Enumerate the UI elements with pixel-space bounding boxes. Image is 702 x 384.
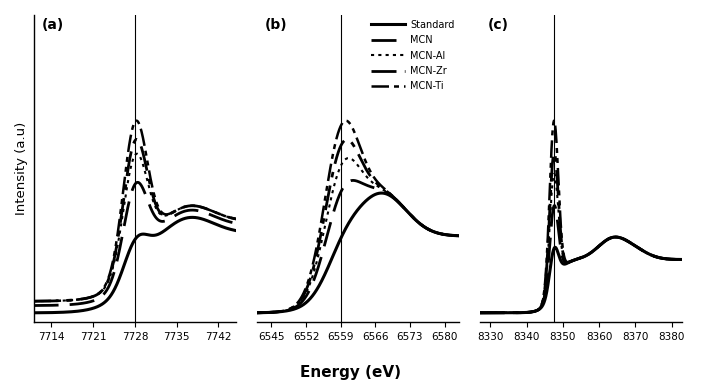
Text: (b): (b) — [265, 18, 287, 32]
Y-axis label: Intensity (a.u): Intensity (a.u) — [15, 122, 28, 215]
Text: (c): (c) — [488, 18, 509, 32]
Text: (a): (a) — [41, 18, 64, 32]
Legend: Standard, MCN, MCN-Al, MCN-Zr, MCN-Ti: Standard, MCN, MCN-Al, MCN-Zr, MCN-Ti — [367, 16, 458, 95]
Text: Energy (eV): Energy (eV) — [300, 365, 402, 380]
